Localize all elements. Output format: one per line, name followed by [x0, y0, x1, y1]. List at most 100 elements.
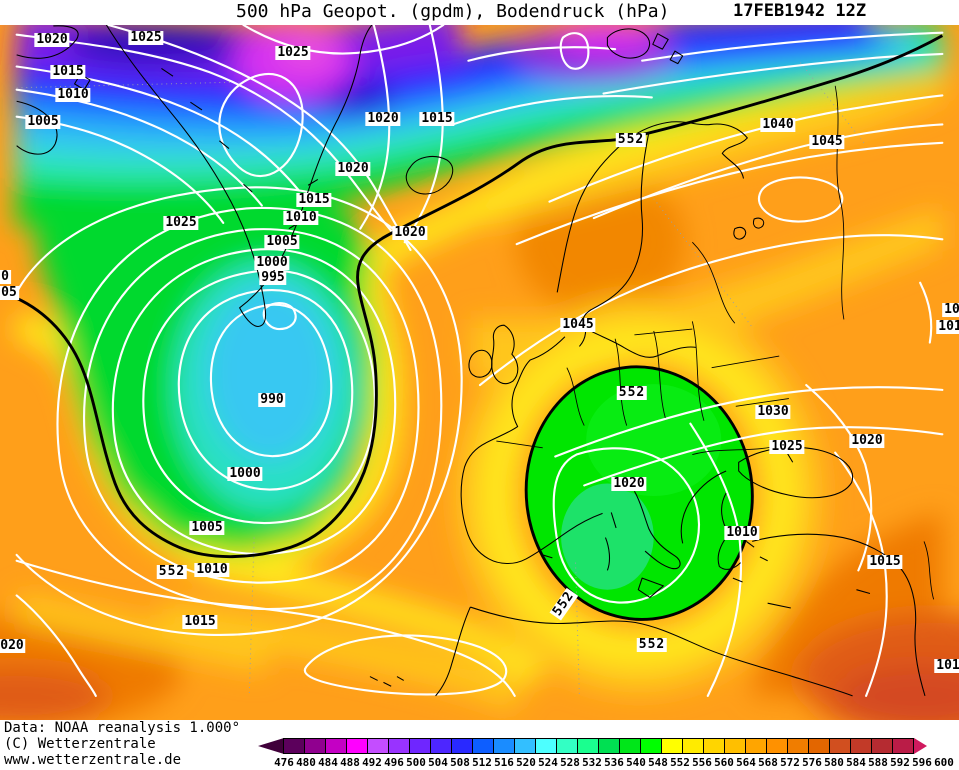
pressure-label: 05	[0, 285, 19, 300]
height-contour-label: 552	[549, 587, 579, 621]
colorbar-tick-label: 552	[670, 756, 690, 769]
colorbar-tick-label: 512	[472, 756, 492, 769]
pressure-label: 1020	[849, 433, 885, 448]
map-title: 500 hPa Geopot. (gpdm), Bodendruck (hPa)	[236, 1, 670, 22]
colorbar-segment	[283, 737, 305, 754]
colorbar-segment	[850, 737, 872, 754]
colorbar-right-arrow-icon	[914, 737, 927, 754]
colorbar-segment	[619, 737, 641, 754]
colorbar-tick-label: 584	[846, 756, 866, 769]
footer-bar: Data: NOAA reanalysis 1.000° (C) Wetterz…	[0, 720, 959, 770]
colorbar-tick-label: 564	[736, 756, 756, 769]
pressure-label: 1020	[611, 476, 647, 491]
pressure-label: 1010	[194, 562, 230, 577]
pressure-label: 990	[258, 392, 286, 407]
colorbar-tick-label: 600	[934, 756, 954, 769]
colorbar-tick-label: 500	[406, 756, 426, 769]
colorbar-segment	[766, 737, 788, 754]
pressure-label: 1040	[760, 117, 796, 132]
colorbar-segment	[430, 737, 452, 754]
colorbar-tick-label: 480	[296, 756, 316, 769]
pressure-label: 1020	[335, 161, 371, 176]
colorbar-tick-label: 580	[824, 756, 844, 769]
colorbar-tick-label: 560	[714, 756, 734, 769]
colorbar-segment	[598, 737, 620, 754]
colorbar-tick-label: 540	[626, 756, 646, 769]
colorbar-tick-label: 532	[582, 756, 602, 769]
pressure-label: 1015	[296, 192, 332, 207]
pressure-label: 1015	[867, 554, 903, 569]
pressure-label: 1000	[254, 255, 290, 270]
colorbar-segment	[409, 737, 431, 754]
graticule-lines	[16, 62, 867, 696]
colorbar-segment	[829, 737, 851, 754]
colorbar-tick-label: 484	[318, 756, 338, 769]
colorbar-tick-label: 524	[538, 756, 558, 769]
pressure-label: 1025	[275, 45, 311, 60]
pressure-label: 1020	[365, 111, 401, 126]
colorbar-tick-label: 548	[648, 756, 668, 769]
colorbar-tick-label: 488	[340, 756, 360, 769]
colorbar-tick-label: 520	[516, 756, 536, 769]
colorbar-segment	[451, 737, 473, 754]
pressure-label: 101	[934, 659, 959, 673]
colorbar-segment	[493, 737, 515, 754]
credits: Data: NOAA reanalysis 1.000° (C) Wetterz…	[4, 720, 240, 768]
map-labels: 1020 1025 1015 1010 1005 1025 1020 1015 1020 1025…	[0, 25, 959, 720]
colorbar-tick-label: 536	[604, 756, 624, 769]
map-datetime: 17FEB1942 12Z	[733, 1, 867, 21]
pressure-label: 1025	[163, 215, 199, 230]
colorbar-segment	[682, 737, 704, 754]
colorbar-tick-label: 568	[758, 756, 778, 769]
pressure-label: 1005	[189, 520, 225, 535]
colorbar-tick-label: 576	[802, 756, 822, 769]
colorbar-segment	[325, 737, 347, 754]
colorbar-segment	[577, 737, 599, 754]
colorbar-tick-label: 588	[868, 756, 888, 769]
pressure-label: 1010	[55, 87, 91, 102]
colorbar-segment	[703, 737, 725, 754]
pressure-label: 0	[0, 269, 11, 284]
pressure-label: 1000	[227, 466, 263, 481]
credit-copyright: (C) Wetterzentrale	[4, 736, 156, 752]
weather-map-svg	[0, 25, 959, 720]
colorbar-segment	[346, 737, 368, 754]
isobar-contours	[15, 25, 944, 697]
pressure-label: 1005	[264, 234, 300, 249]
pressure-label: 1015	[50, 64, 86, 79]
pressure-label: 995	[259, 270, 287, 285]
colorbar-tick-label: 504	[428, 756, 448, 769]
pressure-label: 101	[936, 320, 959, 334]
pressure-label: 1045	[560, 317, 596, 332]
colorbar-tick-label: 508	[450, 756, 470, 769]
pressure-label: 1015	[182, 614, 218, 629]
colorbar-segment	[640, 737, 662, 754]
contour-552-line	[16, 34, 944, 559]
map-area: 1020 1025 1015 1010 1005 1025 1020 1015 1020 1025…	[0, 25, 959, 720]
colorbar-tick-label: 496	[384, 756, 404, 769]
colorbar-tick-label: 592	[890, 756, 910, 769]
colorbar-tick-label: 516	[494, 756, 514, 769]
pressure-label: 1010	[724, 525, 760, 540]
height-field-colors	[0, 25, 959, 720]
pressure-label: 1005	[25, 114, 61, 129]
credit-data-source: Data: NOAA reanalysis 1.000°	[4, 720, 241, 736]
pressure-label: 10	[942, 303, 959, 317]
pressure-label: 020	[0, 638, 26, 653]
colorbar-segment	[745, 737, 767, 754]
colorbar-segment	[367, 737, 389, 754]
colorbar-segment	[892, 737, 914, 754]
colorbar-segment	[388, 737, 410, 754]
height-contour-label: 552	[636, 637, 668, 652]
colorbar-segment	[535, 737, 557, 754]
colorbar-segment	[661, 737, 683, 754]
height-contour-label: 552	[616, 385, 648, 400]
credit-website: www.wetterzentrale.de	[4, 752, 182, 768]
pressure-label: 1025	[128, 30, 164, 45]
pressure-label: 1020	[34, 32, 70, 47]
colorbar-tick-label: 556	[692, 756, 712, 769]
title-bar: 500 hPa Geopot. (gpdm), Bodendruck (hPa)…	[0, 0, 959, 25]
pressure-label: 1030	[755, 404, 791, 419]
colorbar	[258, 737, 927, 754]
coastlines	[16, 25, 926, 697]
